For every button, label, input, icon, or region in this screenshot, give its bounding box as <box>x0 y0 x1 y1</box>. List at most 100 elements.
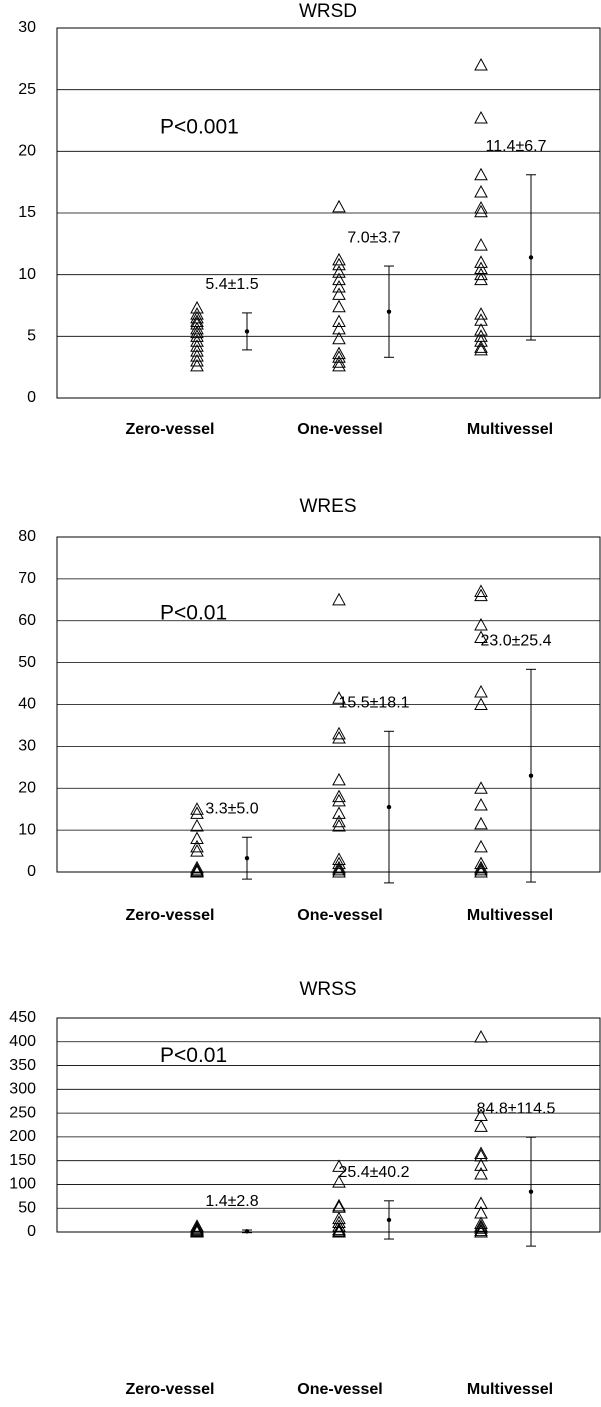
data-point <box>474 584 488 597</box>
y-tick-label: 150 <box>9 1152 36 1169</box>
data-point <box>190 334 204 347</box>
data-point <box>190 307 204 320</box>
data-point <box>332 265 346 278</box>
chart-title: WRES <box>300 496 357 517</box>
data-point <box>332 1211 346 1225</box>
group-label: 15.5±18.1 <box>338 695 409 712</box>
data-point <box>474 204 488 218</box>
data-point <box>190 1224 204 1238</box>
data-point <box>332 592 346 606</box>
y-tick-label: 25 <box>18 81 36 98</box>
x-tick-label: Zero-vessel <box>126 907 215 924</box>
mean-point <box>528 255 534 260</box>
data-point <box>332 856 346 870</box>
data-point <box>332 199 346 213</box>
group-label: 5.4±1.5 <box>205 276 258 293</box>
data-point <box>332 789 346 803</box>
x-tick-label: Zero-vessel <box>126 1381 215 1398</box>
data-point <box>474 272 488 286</box>
data-point <box>474 1216 488 1229</box>
group-label: 84.8±114.5 <box>477 1100 556 1117</box>
data-point <box>474 617 488 631</box>
data-point <box>190 316 204 330</box>
data-point <box>190 839 204 853</box>
data-point <box>332 279 346 293</box>
data-point <box>190 844 204 857</box>
y-tick-label: 80 <box>18 528 36 545</box>
y-tick-label: 10 <box>18 821 36 838</box>
data-point <box>190 802 204 815</box>
y-tick-label: 50 <box>18 1199 36 1216</box>
data-point <box>332 272 346 286</box>
y-tick-label: 10 <box>18 266 36 283</box>
data-point <box>474 267 488 281</box>
data-point <box>332 793 346 807</box>
data-point <box>332 864 346 878</box>
data-point <box>332 691 346 704</box>
data-point <box>332 355 346 368</box>
group-label: 7.0±3.7 <box>347 229 400 246</box>
mean-point <box>528 773 534 778</box>
y-tick-label: 0 <box>27 1223 36 1240</box>
y-tick-label: 20 <box>18 779 36 796</box>
data-point <box>474 1219 488 1232</box>
x-tick-label: One-vessel <box>297 421 382 438</box>
group-label: 25.4±40.2 <box>338 1164 409 1181</box>
data-point <box>474 342 488 356</box>
mean-point <box>244 329 250 334</box>
data-point <box>474 1221 488 1234</box>
data-point <box>474 1148 488 1162</box>
data-point <box>474 57 488 71</box>
group-label: 11.4±6.7 <box>486 138 547 155</box>
data-point <box>474 839 488 853</box>
mean-point <box>386 804 392 810</box>
data-point <box>190 325 204 339</box>
data-point <box>474 1158 488 1171</box>
data-point <box>190 818 204 832</box>
data-point <box>332 257 346 271</box>
y-tick-label: 60 <box>18 612 36 629</box>
data-point <box>332 1215 346 1228</box>
data-point <box>190 358 204 372</box>
data-point <box>190 831 204 844</box>
y-tick-label: 0 <box>27 389 36 406</box>
mean-point <box>386 309 392 314</box>
data-point <box>190 862 204 876</box>
x-tick-label: Zero-vessel <box>126 421 215 438</box>
data-point <box>474 201 488 214</box>
data-point <box>332 321 346 335</box>
y-tick-label: 250 <box>9 1104 36 1121</box>
chart-title: WRSD <box>299 1 357 22</box>
data-point <box>332 806 346 819</box>
data-point <box>190 806 204 819</box>
annotation: P<0.01 <box>160 1044 227 1067</box>
x-tick-label: Multivessel <box>467 907 553 924</box>
x-tick-label: Multivessel <box>467 1381 553 1398</box>
data-point <box>474 697 488 710</box>
data-point <box>474 1119 488 1132</box>
y-tick-label: 400 <box>9 1033 36 1050</box>
data-point <box>474 684 488 698</box>
x-tick-label: One-vessel <box>297 1381 382 1398</box>
y-tick-label: 200 <box>9 1128 36 1145</box>
data-point <box>474 167 488 181</box>
data-point <box>474 1166 488 1180</box>
y-tick-label: 300 <box>9 1081 36 1098</box>
data-point <box>474 797 488 811</box>
data-point <box>474 1196 488 1209</box>
data-point <box>474 340 488 353</box>
data-point <box>332 1159 346 1172</box>
mean-point <box>244 855 250 861</box>
mean-point <box>386 1217 392 1223</box>
data-point <box>332 287 346 300</box>
data-point <box>474 781 488 794</box>
annotation: P<0.001 <box>160 115 239 138</box>
data-point <box>332 1222 346 1236</box>
data-point <box>474 862 488 876</box>
data-point <box>332 730 346 744</box>
y-tick-label: 70 <box>18 570 36 587</box>
y-tick-label: 350 <box>9 1057 36 1074</box>
y-tick-label: 5 <box>27 328 36 345</box>
data-point <box>474 816 488 830</box>
